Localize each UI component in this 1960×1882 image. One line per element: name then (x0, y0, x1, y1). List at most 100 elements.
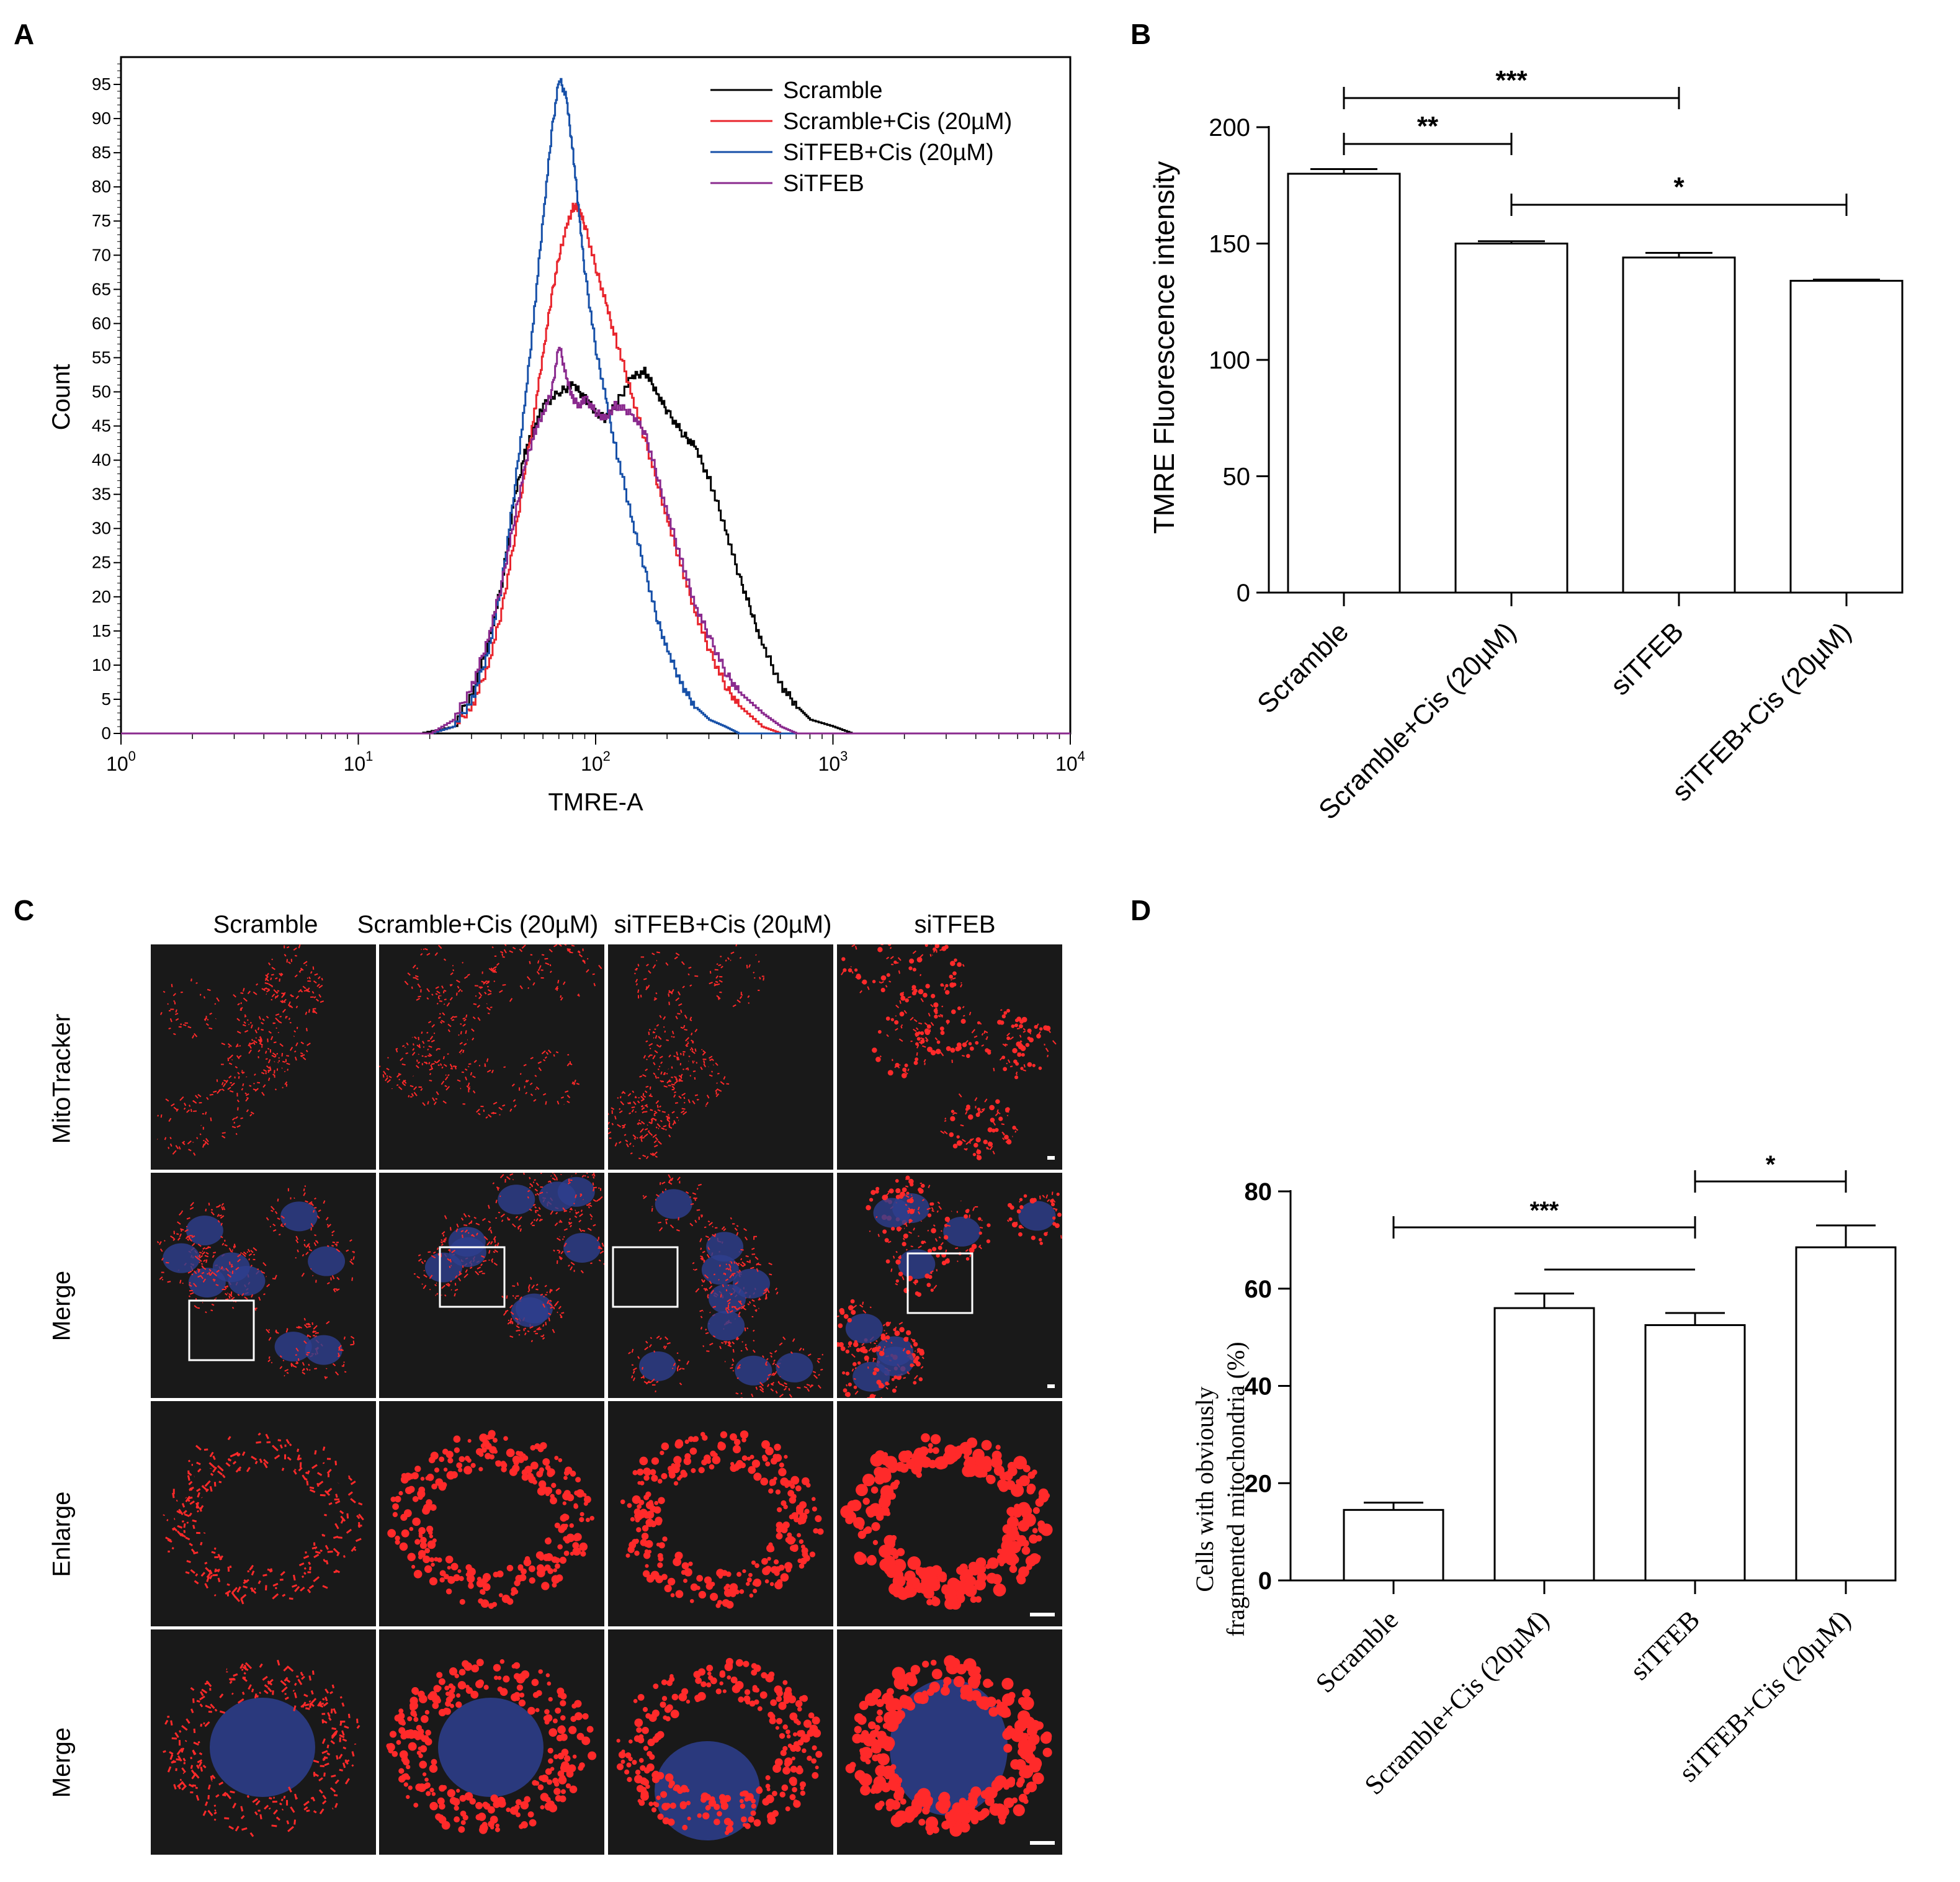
micrograph-image (413, 1173, 604, 1343)
y-tick-label: 100 (1209, 347, 1250, 374)
legend-label: Scramble+Cis (20µM) (783, 109, 1012, 135)
y-tick-label: 75 (92, 211, 111, 230)
micrograph-image (387, 1430, 594, 1609)
significance-label: * (1766, 1151, 1776, 1178)
y-tick-label: 90 (92, 109, 111, 128)
micrograph-2-3 (837, 1401, 1062, 1626)
bar (1789, 280, 1904, 594)
micrograph-image (157, 944, 324, 1156)
micrograph-0-1 (379, 944, 604, 1170)
bar (1644, 1324, 1746, 1582)
y-tick-label: 45 (92, 416, 111, 436)
category-label: Scramble (1251, 616, 1354, 719)
category-label: Scramble (1310, 1604, 1404, 1698)
bar (1493, 1307, 1595, 1582)
panel-label-a: A (14, 18, 35, 50)
column-label-scramble: Scramble (213, 911, 318, 938)
micrograph-1-2 (608, 1173, 833, 1398)
significance-label: * (1673, 172, 1685, 202)
microscopy-grid: Scramble Scramble+Cis (20µM) siTFEB+Cis … (0, 881, 1092, 1882)
bar (1795, 1246, 1897, 1582)
column-label-scramble-cis: Scramble+Cis (20µM) (357, 911, 599, 938)
y-tick-label: 40 (92, 450, 111, 470)
y-tick-label: 60 (92, 313, 111, 333)
y-tick-label: 80 (1245, 1178, 1273, 1206)
micrograph-image (612, 1174, 823, 1398)
y-tick-label: 30 (92, 519, 111, 538)
micrograph-1-0 (151, 1173, 376, 1398)
micrograph-image (837, 1175, 1062, 1398)
row-label-mitotracker: MitoTracker (48, 1013, 76, 1144)
legend-label: Scramble (783, 78, 883, 104)
y-tick-label: 80 (92, 177, 111, 196)
y-tick-label: 200 (1209, 114, 1250, 141)
y-tick-label: 0 (1237, 580, 1250, 607)
histogram-series-line (121, 78, 1070, 735)
micrograph-3-2 (608, 1629, 833, 1855)
bar (1622, 256, 1736, 594)
category-label: siTFEB (1604, 616, 1689, 701)
micrograph-1-3 (837, 1173, 1062, 1398)
y-tick-label: 50 (1223, 464, 1251, 491)
micrograph-3-1 (379, 1629, 604, 1855)
micrograph-2-0 (151, 1401, 376, 1626)
y-tick-label: 20 (1245, 1470, 1273, 1497)
y-tick-label: 0 (101, 724, 111, 743)
micrograph-image (845, 1655, 1055, 1845)
significance-label: *** (1530, 1197, 1559, 1224)
legend-label: SiTFEB (783, 171, 864, 197)
row-label-enlarge: Enlarge (48, 1491, 76, 1577)
micrograph-image (840, 1433, 1055, 1616)
column-label-sitfeb: siTFEB (914, 911, 996, 938)
micrograph-image (163, 1432, 364, 1605)
micrograph-image (156, 1185, 356, 1379)
tmre-y-label: TMRE Fluorescence intensity (1148, 161, 1180, 534)
x-tick-label: 103 (818, 748, 848, 775)
micrograph-3-0 (151, 1629, 376, 1855)
y-tick-label: 5 (101, 689, 111, 709)
micrograph-0-2 (608, 944, 833, 1170)
y-tick-label: 25 (92, 553, 111, 572)
micrograph-image (386, 1659, 597, 1834)
x-tick-label: 101 (344, 748, 374, 775)
panel-label-c: C (14, 894, 35, 926)
y-tick-label: 35 (92, 485, 111, 504)
legend-label: SiTFEB+Cis (20µM) (783, 140, 994, 166)
significance-label: *** (1495, 65, 1528, 96)
panel-label-b: B (1130, 18, 1152, 50)
category-label: siTFEB+Cis (20µM) (1673, 1604, 1856, 1788)
micrograph-2-1 (379, 1401, 604, 1626)
histogram-series-line (121, 202, 1070, 735)
histogram-y-label: Count (48, 364, 75, 431)
y-tick-label: 85 (92, 143, 111, 162)
micrograph-2-2 (608, 1401, 833, 1626)
category-label: siTFEB (1624, 1604, 1706, 1685)
micrograph-image (608, 944, 765, 1160)
y-tick-label: 150 (1209, 231, 1250, 258)
histogram-series-line (121, 367, 1070, 735)
histogram-chart: 0 5 10 15 20 25 30 35 40 45 50 55 60 65 70 75 80 85 90 95 1… (48, 56, 1085, 816)
y-tick-label: 55 (92, 347, 111, 367)
y-tick-label: 15 (92, 621, 111, 640)
bar (1454, 243, 1568, 594)
x-tick-label: 102 (581, 748, 611, 775)
micrograph-1-1 (379, 1173, 604, 1398)
micrograph-3-3 (837, 1629, 1062, 1855)
y-tick-label: 60 (1245, 1276, 1273, 1303)
micrograph-image (163, 1659, 360, 1837)
column-label-sitfeb-cis: siTFEB+Cis (20µM) (614, 911, 832, 938)
micrograph-image (379, 944, 602, 1119)
row-label-merge-enlarged: Merge (48, 1727, 76, 1798)
y-tick-label: 95 (92, 74, 111, 94)
bar (1343, 1508, 1444, 1582)
category-label: siTFEB+Cis (20µM) (1667, 616, 1858, 807)
y-tick-label: 65 (92, 279, 111, 298)
y-tick-label: 70 (92, 245, 111, 264)
row-label-merge: Merge (48, 1270, 76, 1342)
micrograph-image (841, 944, 1057, 1160)
y-tick-label: 50 (92, 382, 111, 401)
histogram-x-label: TMRE-A (548, 789, 643, 816)
micrograph-image (616, 1657, 823, 1840)
fragmentation-y-label-line1: Cells with obviously (1191, 1386, 1219, 1592)
